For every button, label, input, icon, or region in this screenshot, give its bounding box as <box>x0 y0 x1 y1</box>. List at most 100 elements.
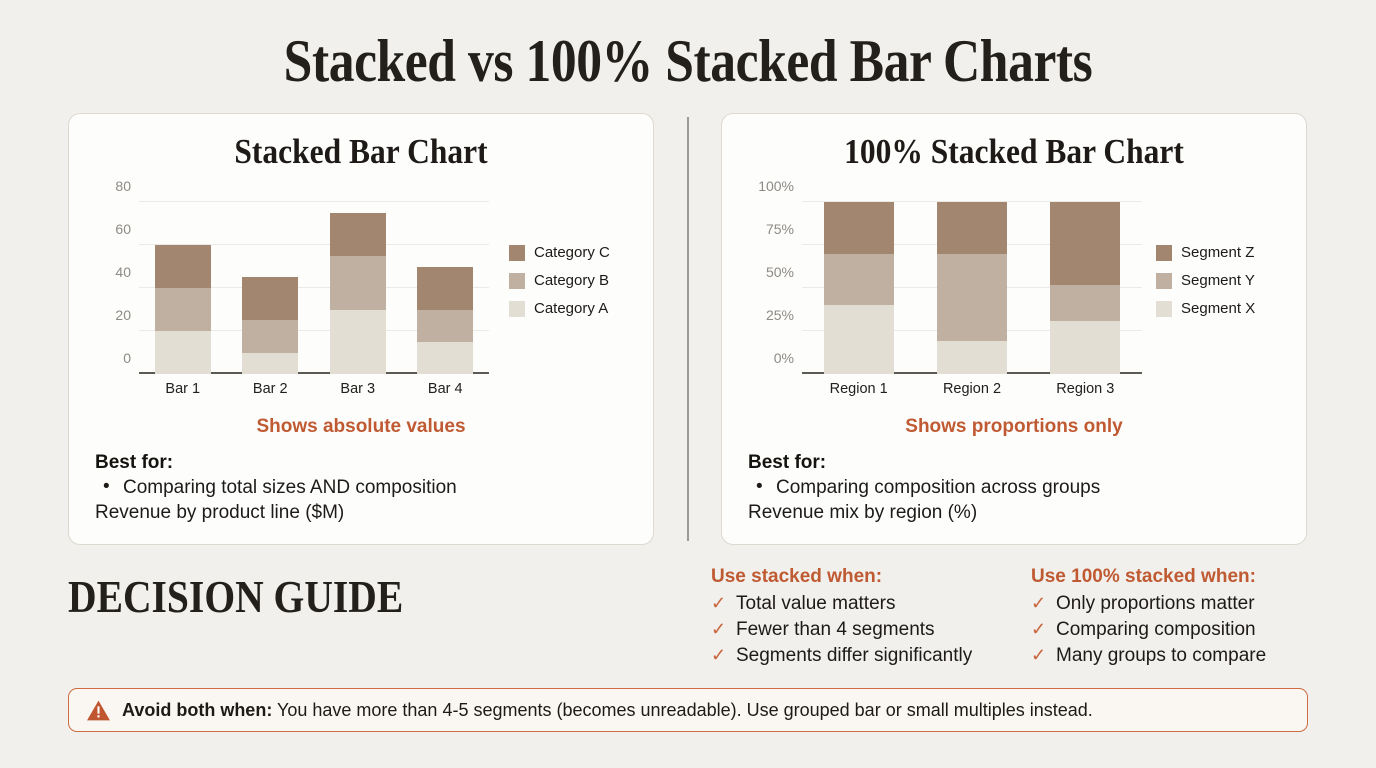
bar-segment[interactable] <box>417 266 474 310</box>
card-body-right: Best for: Comparing composition across g… <box>748 452 1286 524</box>
legend-row[interactable]: Category C <box>509 244 610 261</box>
legend-row[interactable]: Category B <box>509 272 610 289</box>
gridline <box>139 287 489 288</box>
warning-text: Avoid both when: You have more than 4-5 … <box>122 700 1093 721</box>
y-axis-tick-label: 25% <box>765 307 794 323</box>
gridline <box>139 201 489 202</box>
gridline <box>139 244 489 245</box>
y-axis-tick-label: 40 <box>115 264 131 280</box>
card-100-stacked-bar: 100% Stacked Bar Chart 0% 25% 50% 75% 100% Re… <box>721 113 1307 545</box>
x-axis-tick-label: Bar 1 <box>165 381 201 397</box>
guide-item: ✓ Fewer than 4 segments <box>711 619 972 641</box>
legend-swatch <box>509 244 525 261</box>
legend-row[interactable]: Category A <box>509 300 610 317</box>
legend-row[interactable]: Segment X <box>1156 300 1255 317</box>
guide-item-label: Fewer than 4 segments <box>736 619 935 640</box>
bar-group: Bar 1 Bar 2 Bar 3 Bar 4 <box>139 202 490 397</box>
bar-segment[interactable] <box>1050 320 1121 374</box>
legend-left: Category C Category B Category A <box>509 244 610 317</box>
bar-segment[interactable] <box>823 202 894 254</box>
best-for-bullet-right: Comparing composition across groups <box>748 476 1286 499</box>
best-for-bullet-left: Comparing total sizes AND composition <box>95 476 633 499</box>
guide-item: ✓ Segments differ significantly <box>711 645 972 667</box>
y-axis-tick-label: 100% <box>758 178 794 194</box>
bar-segment[interactable] <box>417 341 474 374</box>
card-body-left: Best for: Comparing total sizes AND comp… <box>95 452 633 524</box>
legend-row[interactable]: Segment Z <box>1156 244 1255 261</box>
bar-segment[interactable] <box>329 212 386 256</box>
check-icon: ✓ <box>1031 645 1047 665</box>
guide-item-label: Segments differ significantly <box>736 645 973 666</box>
decision-guide-title: DECISION GUIDE <box>68 571 404 622</box>
x-axis-line <box>139 372 489 374</box>
chart-stacked-bar: 0 20 40 60 80 Bar 1 Bar 2 Bar 3 Bar 4 Category C… <box>91 178 636 407</box>
legend-swatch <box>509 272 525 289</box>
warning-triangle-icon <box>87 700 110 720</box>
check-icon: ✓ <box>711 619 727 639</box>
legend-swatch <box>1156 300 1172 317</box>
bar-segment[interactable] <box>936 341 1007 374</box>
legend-label: Segment Y <box>1181 272 1255 289</box>
stacked-bar[interactable] <box>823 202 894 374</box>
stacked-bar[interactable] <box>1050 202 1121 374</box>
check-icon: ✓ <box>1031 593 1047 613</box>
bar-segment[interactable] <box>823 253 894 306</box>
stacked-bar[interactable] <box>936 202 1007 374</box>
stacked-bar[interactable] <box>417 266 474 374</box>
gridline <box>139 330 489 331</box>
bar-slot: Region 3 <box>1029 202 1142 397</box>
card-title-right: 100% Stacked Bar Chart <box>844 132 1184 171</box>
bar-segment[interactable] <box>242 320 299 353</box>
bar-group: Region 1 Region 2 Region 3 <box>802 202 1142 397</box>
stacked-bar[interactable] <box>154 245 211 374</box>
bar-segment[interactable] <box>242 277 299 321</box>
y-axis-tick-label: 0% <box>773 350 794 366</box>
stacked-bar[interactable] <box>242 277 299 374</box>
card-title-left: Stacked Bar Chart <box>234 132 488 171</box>
best-for-label-right: Best for: <box>748 452 827 473</box>
bar-slot: Bar 4 <box>402 202 490 397</box>
plot-area-left: 0 20 40 60 80 Bar 1 Bar 2 Bar 3 Bar 4 <box>115 178 490 397</box>
bar-segment[interactable] <box>417 309 474 342</box>
best-for-label-left: Best for: <box>95 452 174 473</box>
legend-right: Segment Z Segment Y Segment X <box>1156 244 1255 317</box>
plot-area-right: 0% 25% 50% 75% 100% Region 1 Region 2 Region 3 <box>758 178 1142 397</box>
guide-item: ✓ Total value matters <box>711 593 972 615</box>
x-axis-tick-label: Region 3 <box>1056 381 1115 397</box>
caption-right: Shows proportions only <box>905 416 1123 437</box>
bar-segment[interactable] <box>154 331 211 374</box>
legend-row[interactable]: Segment Y <box>1156 272 1255 289</box>
bar-slot: Region 2 <box>915 202 1028 397</box>
stacked-bar[interactable] <box>329 212 386 374</box>
warning-detail: You have more than 4-5 segments (becomes… <box>272 699 1093 720</box>
legend-label: Category B <box>534 272 610 289</box>
bar-segment[interactable] <box>329 255 386 310</box>
bar-segment[interactable] <box>154 245 211 288</box>
guide-item-label: Total value matters <box>736 593 896 614</box>
guide-heading: Use 100% stacked when: <box>1031 566 1256 587</box>
y-axis-tick-label: 50% <box>765 264 794 280</box>
bar-segment[interactable] <box>823 305 894 374</box>
x-axis-tick-label: Region 2 <box>942 381 1002 397</box>
y-axis-tick-label: 80 <box>115 178 131 194</box>
y-axis-tick-label: 75% <box>765 221 794 237</box>
legend-swatch <box>1156 244 1172 261</box>
guide-item: ✓ Only proportions matter <box>1031 593 1266 615</box>
bar-segment[interactable] <box>936 253 1007 342</box>
bar-slot: Bar 2 <box>227 202 315 397</box>
bar-segment[interactable] <box>936 202 1007 254</box>
x-axis-tick-label: Region 1 <box>829 381 888 397</box>
legend-label: Category A <box>534 300 609 317</box>
bar-segment[interactable] <box>1050 202 1121 285</box>
example-left: Revenue by product line ($M) <box>95 502 345 523</box>
check-icon: ✓ <box>1031 619 1047 639</box>
bar-segment[interactable] <box>329 309 386 374</box>
bar-segment[interactable] <box>154 288 211 331</box>
bar-segment[interactable] <box>1050 284 1121 321</box>
bar-segment[interactable] <box>242 352 299 374</box>
y-axis-tick-label: 0 <box>123 350 131 366</box>
card-divider <box>687 117 689 541</box>
warning-banner: Avoid both when: You have more than 4-5 … <box>68 688 1308 732</box>
y-axis-tick-label: 60 <box>115 221 131 237</box>
